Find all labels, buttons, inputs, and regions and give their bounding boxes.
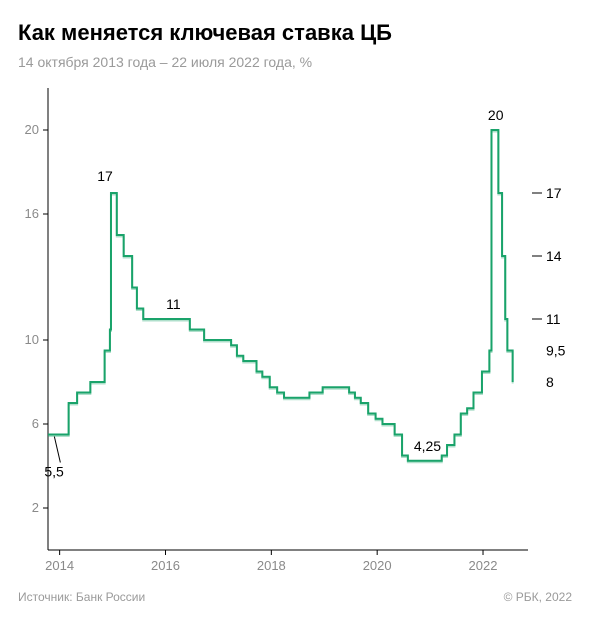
chart-subtitle: 14 октября 2013 года – 22 июля 2022 года… — [18, 54, 572, 70]
svg-text:16: 16 — [25, 206, 39, 221]
svg-text:10: 10 — [25, 332, 39, 347]
copyright-text: © РБК, 2022 — [504, 590, 572, 604]
chart-area: 26101620201420162018202020225,517114,252… — [18, 82, 572, 580]
chart-title: Как меняется ключевая ставка ЦБ — [18, 20, 572, 46]
svg-text:17: 17 — [97, 168, 113, 184]
svg-text:4,25: 4,25 — [414, 438, 441, 454]
svg-text:6: 6 — [32, 416, 39, 431]
svg-text:2016: 2016 — [151, 558, 180, 573]
svg-text:20: 20 — [488, 107, 504, 123]
svg-text:5,5: 5,5 — [44, 464, 64, 480]
svg-text:2020: 2020 — [363, 558, 392, 573]
svg-text:8: 8 — [546, 374, 554, 390]
svg-text:2018: 2018 — [257, 558, 286, 573]
svg-text:14: 14 — [546, 248, 562, 264]
svg-text:2: 2 — [32, 500, 39, 515]
svg-text:2014: 2014 — [45, 558, 74, 573]
source-text: Источник: Банк России — [18, 590, 145, 604]
svg-text:17: 17 — [546, 185, 562, 201]
svg-text:20: 20 — [25, 122, 39, 137]
svg-text:2022: 2022 — [469, 558, 498, 573]
svg-text:11: 11 — [546, 311, 561, 327]
svg-text:9,5: 9,5 — [546, 343, 566, 359]
svg-text:11: 11 — [166, 296, 181, 312]
